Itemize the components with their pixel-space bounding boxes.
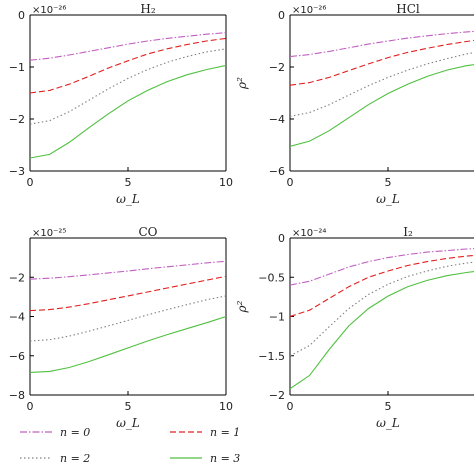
series-line-n2 [290,261,474,357]
series-line-n3 [290,64,474,147]
series-line-n3 [30,64,226,159]
x-tick-label: 10 [219,176,233,189]
series-line-n2 [290,52,474,117]
x-tick-label: 0 [27,400,34,413]
chart-title: H₂ [140,2,155,16]
chart-panels: 0−1−2−30 5 10×10⁻²⁶ H₂ω_L0−2−4−60 5×10⁻²⁶ HCl… [9,2,474,430]
chart-title: CO [138,225,157,239]
y-tick-label: 0 [278,9,285,22]
series-line-n2 [30,295,226,342]
chart-panel-3: −2 −4 −6 −80 5 10 ×10⁻²⁵ CO ω_L [9,225,233,430]
y-tick-label: 0 [18,9,25,22]
x-tick-label: 0 [287,400,294,413]
chart-title: I₂ [403,225,413,239]
x-tick-label: 10 [219,400,233,413]
series-line-n0 [290,30,474,58]
series-line-n3 [30,315,226,373]
x-axis-label: ω_L [116,192,140,206]
series-line-n0 [30,32,226,61]
series-line-n1 [30,275,226,312]
legend-label-n2: n = 2 [60,452,90,465]
y-tick-label: −4 [9,311,25,324]
y-axis-label: ρ² [235,77,249,90]
series-line-n1 [290,254,474,318]
y-tick-label: −1.5 [258,350,285,363]
x-axis-label: ω_L [116,416,140,430]
scale-label: ×10⁻²⁵ [32,228,66,239]
y-tick-label: 0 [278,232,285,245]
series-line-n0 [290,248,474,286]
x-tick-label: 5 [125,400,132,413]
y-tick-label: −6 [9,350,25,363]
x-axis-label: ω_L [376,192,400,206]
y-tick-label: −4 [269,113,285,126]
legend: n = 0 n = 1 n = 2 n = 3 [20,426,240,465]
series-line-n1 [290,39,474,86]
y-tick-label: −2 [269,61,285,74]
legend-label-n0: n = 0 [60,426,90,439]
x-tick-label: 0 [287,176,294,189]
series-line-n3 [290,271,474,390]
y-tick-label: −2 [9,113,25,126]
chart-panel-1: 0−1−2−30 5 10×10⁻²⁶ H₂ω_L [9,2,233,206]
y-tick-label: −0.5 [258,271,285,284]
y-tick-label: −6 [269,165,285,178]
legend-label-n1: n = 1 [210,426,240,439]
y-tick-label: −2 [9,271,25,284]
series-line-n2 [30,48,226,125]
legend-label-n3: n = 3 [210,452,240,465]
y-tick-label: −3 [9,165,25,178]
x-tick-label: 5 [385,400,392,413]
x-axis-label: ω_L [376,416,400,430]
scale-label: ×10⁻²⁶ [32,5,66,16]
y-tick-label: −1 [9,61,25,74]
y-axis-label: ρ² [235,300,249,313]
x-tick-label: 0 [27,176,34,189]
series-line-n0 [30,260,226,280]
chart-title: HCl [396,2,420,16]
x-tick-label: 5 [125,176,132,189]
y-tick-label: −2 [269,389,285,402]
x-tick-label: 5 [385,176,392,189]
y-tick-label: −1 [269,311,285,324]
scale-label: ×10⁻²⁴ [292,228,326,239]
scale-label: ×10⁻²⁶ [292,5,326,16]
chart-panel-4: 0−0.5−1−1.5−20 5×10⁻²⁴ I₂ω_Lρ² [235,225,474,430]
y-tick-label: −8 [9,389,25,402]
series-line-n1 [30,37,226,94]
